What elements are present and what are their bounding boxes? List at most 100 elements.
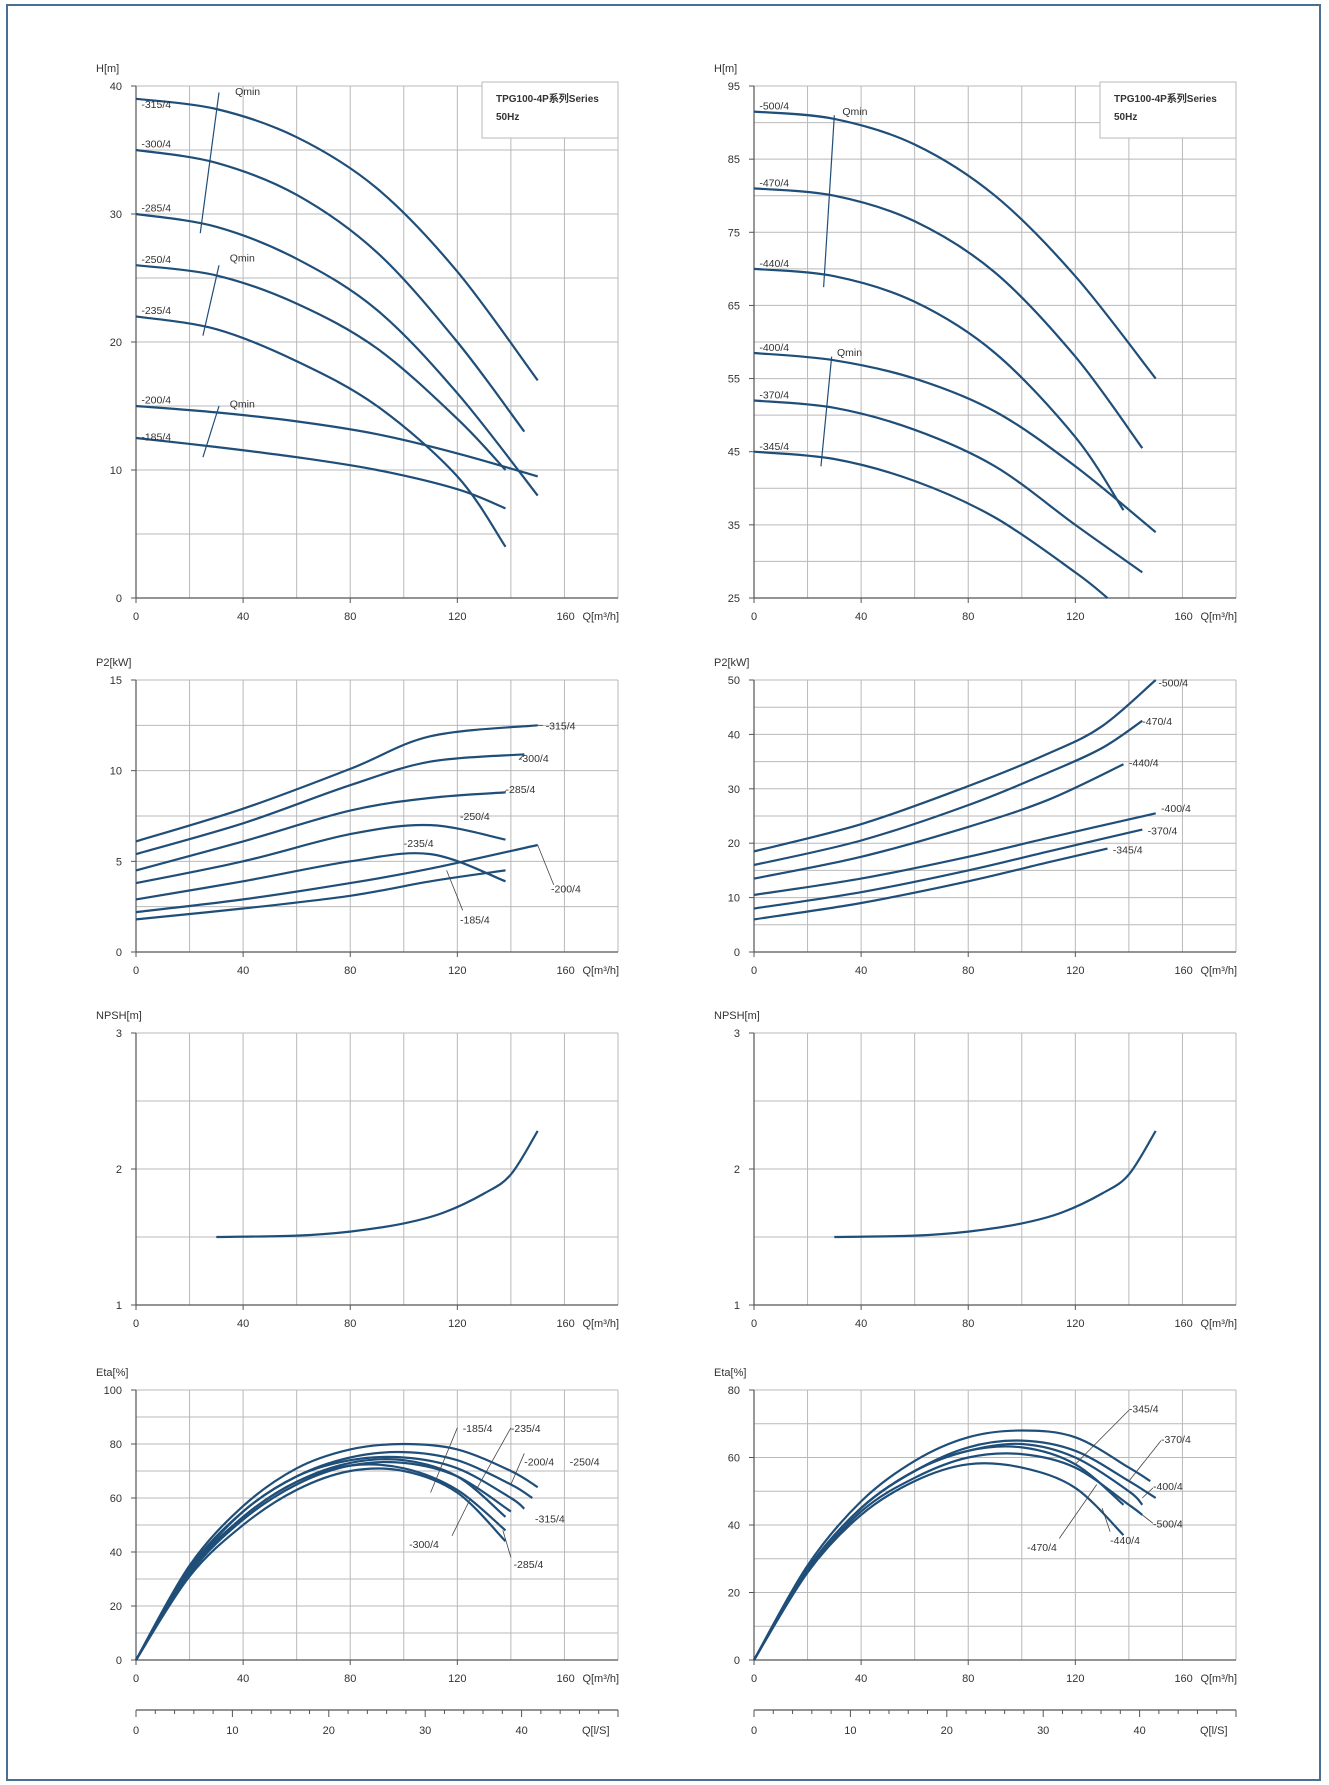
curve-label: -440/4: [1110, 1535, 1140, 1547]
y-axis-label: H[m]: [714, 63, 737, 75]
x-tick-label: 120: [1066, 965, 1084, 977]
chart-left-head: 0 10 20 30 40 0 40 80 120 H[m] 160 Q[m³/h] TPG100-4P…: [96, 63, 619, 623]
x-tick-label: 80: [962, 965, 974, 977]
y-tick-label: 20: [728, 838, 740, 850]
y-tick-label: 100: [104, 1385, 122, 1397]
curve-3004: [135, 1455, 526, 1661]
curve-4404: [753, 1445, 1125, 1661]
y-axis-label: NPSH[m]: [714, 1010, 760, 1022]
y-tick-label: 80: [728, 1385, 740, 1397]
y-tick-label: 55: [728, 374, 740, 386]
x-tick-label: 120: [448, 1318, 466, 1330]
curve-label: -470/4: [1027, 1542, 1057, 1554]
secondary-tick-label: 10: [226, 1725, 238, 1737]
y-tick-label: 40: [110, 1547, 122, 1559]
curve-5004: [753, 1439, 1157, 1661]
curve-label: -470/4: [1142, 716, 1172, 728]
y-tick-label: 15: [110, 675, 122, 687]
curve-label: -285/4: [141, 203, 171, 215]
y-tick-label: 20: [110, 337, 122, 349]
curve-label: -250/4: [141, 254, 171, 266]
curve-label: -440/4: [759, 258, 789, 270]
curve-label: -185/4: [141, 432, 171, 444]
series-info-box: [1099, 81, 1237, 139]
curve-label: -300/4: [141, 139, 171, 151]
curve-3704: [753, 828, 1143, 910]
y-tick-label: 85: [728, 154, 740, 166]
curve-label: -250/4: [570, 1457, 600, 1469]
curve-label: -500/4: [759, 101, 789, 113]
x-tick-label: 40: [237, 1318, 249, 1330]
curve-5004: [753, 679, 1157, 853]
qmin-label: Qmin: [842, 106, 867, 118]
y-tick-label: 1: [734, 1300, 740, 1312]
curve-label: -185/4: [463, 1423, 493, 1435]
y-tick-label: 1: [116, 1300, 122, 1312]
x-tick-label: 160: [1174, 1673, 1192, 1685]
curve-label: -235/4: [511, 1423, 541, 1435]
y-tick-label: 40: [110, 81, 122, 93]
y-axis-label: H[m]: [96, 63, 119, 75]
y-axis-label: Eta[%]: [96, 1367, 128, 1379]
y-tick-label: 3: [116, 1028, 122, 1040]
qmin-line: [202, 265, 220, 336]
x-tick-label: 0: [751, 611, 757, 623]
x-tick-label: 80: [344, 1673, 356, 1685]
y-tick-label: 5: [116, 856, 122, 868]
leader-line: [1142, 1514, 1154, 1524]
y-tick-label: 45: [728, 447, 740, 459]
y-tick-label: 0: [116, 1655, 122, 1667]
leader-line: [510, 1453, 525, 1485]
series-name: TPG100-4P系列Series: [1114, 92, 1217, 105]
leader-line: [1142, 1487, 1154, 1499]
x-tick-label: 160: [1174, 611, 1192, 623]
curve-label: -345/4: [1129, 1404, 1159, 1416]
curve-label: -345/4: [759, 441, 789, 453]
qmin-line: [820, 356, 833, 467]
x-tick-label: 80: [344, 1318, 356, 1330]
y-tick-label: 80: [110, 1439, 122, 1451]
x-tick-label: 40: [237, 611, 249, 623]
curve-2504: [135, 1450, 533, 1661]
x-tick-label: 160: [556, 965, 574, 977]
leader-line: [446, 870, 464, 911]
qmin-label: Qmin: [235, 86, 260, 98]
curve-label: -235/4: [141, 305, 171, 317]
leader-line: [502, 1530, 512, 1558]
curve-3454: [753, 847, 1108, 921]
x-axis-label: Q[m³/h]: [1200, 1318, 1237, 1330]
y-tick-label: 60: [728, 1453, 740, 1465]
curve-3704: [753, 1442, 1144, 1661]
curve-2504: [135, 264, 507, 471]
x-tick-label: 0: [133, 611, 139, 623]
curve-3454: [753, 1462, 1125, 1661]
x-axis-label: Q[m³/h]: [582, 1318, 619, 1330]
curve-label: -400/4: [759, 342, 789, 354]
x-tick-label: 80: [962, 1673, 974, 1685]
x-tick-label: 0: [133, 965, 139, 977]
chart-right-head: 25 35 45 55 65 75 85 95 0 40 80 120 H[m] 160 Q[m³/h] TP…: [714, 63, 1237, 623]
curve-label: -440/4: [1129, 758, 1159, 770]
secondary-tick-label: 0: [751, 1725, 757, 1737]
x-tick-label: 160: [1174, 965, 1192, 977]
secondary-tick-label: 40: [515, 1725, 527, 1737]
x-tick-label: 120: [448, 965, 466, 977]
curve-label: -345/4: [1113, 845, 1143, 857]
x-tick-label: 160: [1174, 1318, 1192, 1330]
x-axis-label: Q[m³/h]: [582, 965, 619, 977]
y-tick-label: 75: [728, 227, 740, 239]
x-axis-label: Q[m³/h]: [1200, 611, 1237, 623]
y-tick-label: 2: [116, 1164, 122, 1176]
x-tick-label: 0: [133, 1318, 139, 1330]
curve-3454: [753, 450, 1109, 599]
x-tick-label: 120: [1066, 1673, 1084, 1685]
curve-label: -300/4: [409, 1539, 439, 1551]
x-tick-label: 160: [556, 611, 574, 623]
x-tick-label: 40: [237, 1673, 249, 1685]
x-tick-label: 120: [448, 1673, 466, 1685]
secondary-tick-label: 20: [941, 1725, 953, 1737]
y-tick-label: 2: [734, 1164, 740, 1176]
curve-label: -200/4: [141, 395, 171, 407]
x-tick-label: 40: [855, 1673, 867, 1685]
